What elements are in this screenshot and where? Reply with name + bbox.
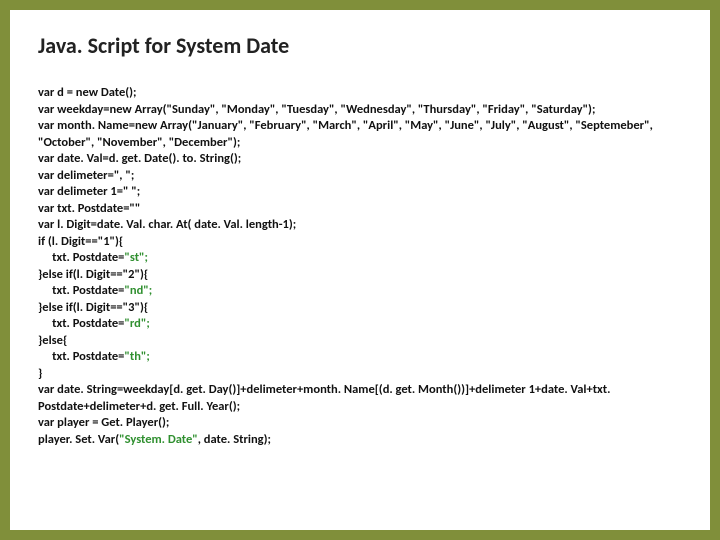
code-line: txt. Postdate= [38, 250, 124, 265]
code-line: var date. String=weekday[d. get. Day()]+… [38, 382, 613, 414]
code-line: var delimeter 1=" "; [38, 184, 140, 199]
code-line: var month. Name=new Array("January", "Fe… [38, 118, 656, 150]
code-line: if (l. Digit=="1"){ [38, 234, 123, 249]
page-title: Java. Script for System Date [38, 32, 682, 59]
code-line: , date. String); [198, 432, 271, 447]
code-line: txt. Postdate= [38, 349, 124, 364]
code-line: txt. Postdate= [38, 316, 124, 331]
code-line: } [38, 366, 42, 381]
code-string: "System. Date" [119, 432, 198, 447]
code-string: "nd"; [124, 283, 152, 298]
code-line: var player = Get. Player(); [38, 415, 169, 430]
code-line: player. Set. Var( [38, 432, 119, 447]
code-line: var txt. Postdate="" [38, 201, 140, 216]
code-line: var d = new Date(); [38, 85, 136, 100]
code-line: }else if(l. Digit=="2"){ [38, 267, 148, 282]
code-line: var delimeter=", "; [38, 168, 134, 183]
code-line: var l. Digit=date. Val. char. At( date. … [38, 217, 296, 232]
code-line: var date. Val=d. get. Date(). to. String… [38, 151, 241, 166]
code-string: "th"; [124, 349, 149, 364]
code-line: var weekday=new Array("Sunday", "Monday"… [38, 102, 595, 117]
slide-content: Java. Script for System Date var d = new… [10, 10, 710, 530]
code-string: "rd"; [124, 316, 149, 331]
slide-frame: Java. Script for System Date var d = new… [0, 0, 720, 540]
code-line: }else{ [38, 333, 67, 348]
code-block: var d = new Date(); var weekday=new Arra… [38, 85, 682, 448]
code-line: }else if(l. Digit=="3"){ [38, 300, 148, 315]
code-line: txt. Postdate= [38, 283, 124, 298]
code-string: "st"; [124, 250, 148, 265]
